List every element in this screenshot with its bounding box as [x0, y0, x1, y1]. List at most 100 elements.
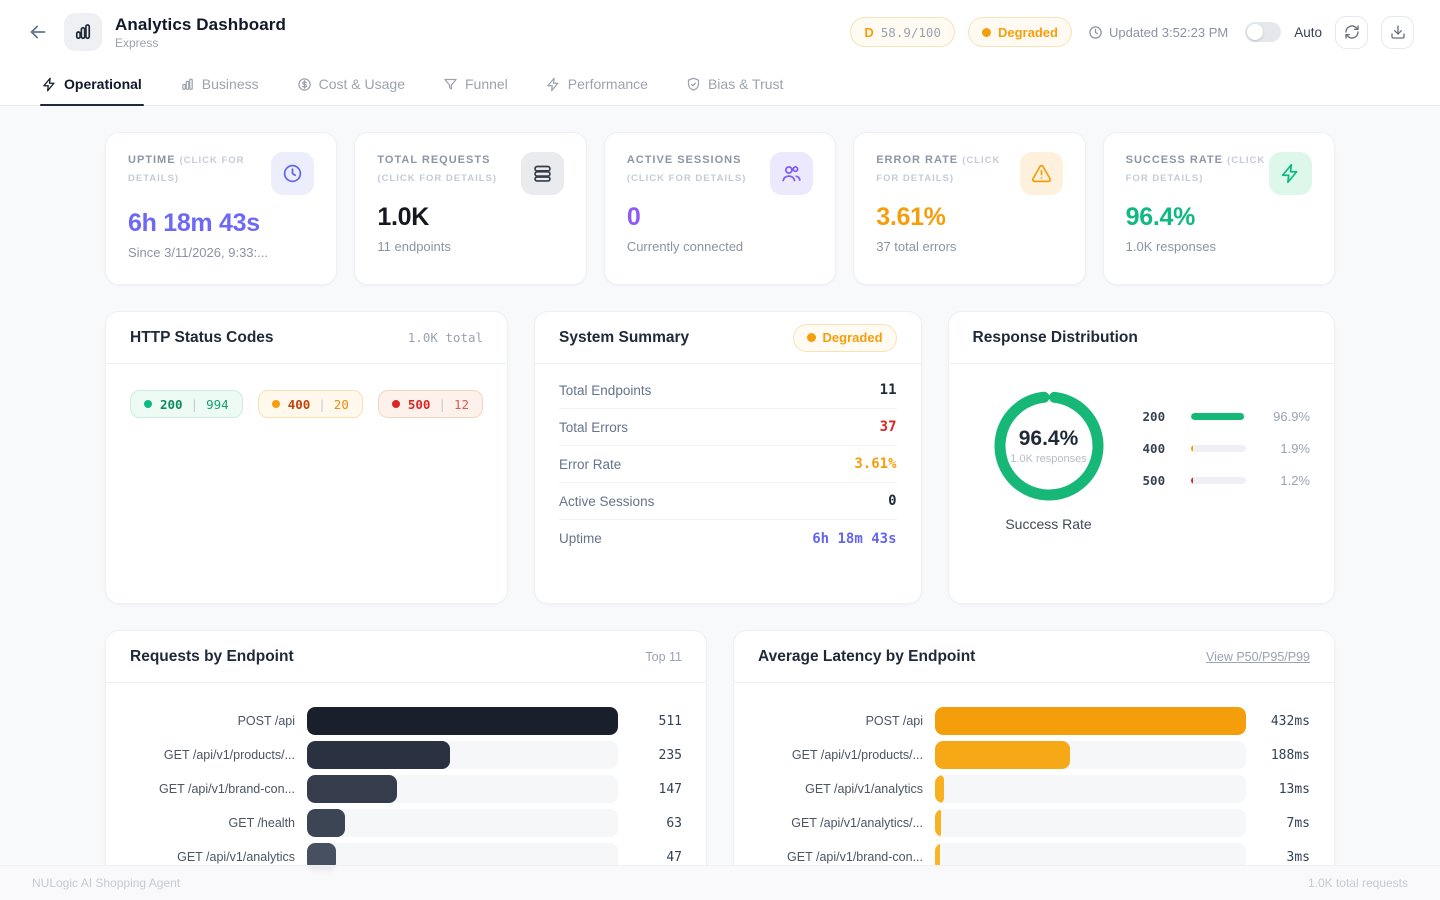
- tab-bar: Operational Business Cost & Usage Funnel…: [0, 64, 1440, 106]
- summary-row: Total Endpoints 11: [559, 372, 897, 409]
- bar-row: GET /api/v1/products/... 188ms: [758, 741, 1310, 769]
- bar-chart-icon: [73, 22, 93, 42]
- request-bar[interactable]: [307, 741, 451, 769]
- zap-icon: [546, 77, 561, 92]
- bar-row: POST /api 511: [130, 707, 682, 735]
- kpi-sub: 11 endpoints: [377, 239, 451, 254]
- auto-refresh-toggle[interactable]: [1245, 22, 1282, 42]
- system-summary-card: System Summary Degraded Total Endpoints …: [534, 311, 922, 604]
- view-percentiles-link[interactable]: View P50/P95/P99: [1205, 649, 1310, 664]
- donut-percentage: 96.4%: [1018, 427, 1079, 450]
- bar-row: GET /api/v1/products/... 235: [130, 741, 682, 769]
- kpi-value: 96.4%: [1125, 203, 1196, 231]
- kpi-row: UPTIME (CLICK FOR DETAILS) 6h 18m 43s Si…: [105, 132, 1336, 285]
- bar-row: GET /api/v1/analytics/... 7ms: [758, 809, 1310, 837]
- kpi-card-error-rate[interactable]: ERROR RATE (CLICK FOR DETAILS) 3.61% 37 …: [853, 132, 1086, 285]
- kpi-label: SUCCESS RATE (CLICK FOR DETAILS): [1125, 154, 1266, 184]
- bar-row: GET /api/v1/brand-con... 147: [130, 775, 682, 803]
- latency-bar[interactable]: [935, 775, 945, 803]
- tab-bias-trust[interactable]: Bias & Trust: [684, 76, 785, 105]
- kpi-label: ACTIVE SESSIONS (CLICK FOR DETAILS): [626, 154, 747, 184]
- download-button[interactable]: [1381, 15, 1414, 49]
- status-dot-icon: [806, 333, 816, 342]
- bar-row: POST /api 432ms: [758, 707, 1310, 735]
- server-icon: [532, 163, 553, 184]
- users-icon: [781, 163, 802, 184]
- degraded-badge: Degraded: [792, 323, 897, 352]
- kpi-value: 6h 18m 43s: [128, 209, 260, 237]
- kpi-sub: 1.0K responses: [1125, 239, 1216, 254]
- donut-caption: Success Rate: [1005, 516, 1092, 532]
- tab-funnel[interactable]: Funnel: [441, 76, 510, 105]
- request-bar[interactable]: [307, 707, 618, 735]
- card-title: Response Distribution: [972, 328, 1138, 346]
- refresh-button[interactable]: [1335, 15, 1368, 49]
- latency-bar[interactable]: [935, 707, 1246, 735]
- requests-by-endpoint-card: Requests by Endpoint Top 11 POST /api 51…: [105, 630, 707, 900]
- success-rate-donut[interactable]: 96.4% 1.0K responses: [993, 390, 1105, 502]
- kpi-value: 3.61%: [876, 203, 946, 231]
- kpi-sub: 37 total errors: [876, 239, 957, 254]
- arrow-left-icon: [27, 21, 49, 43]
- tab-business[interactable]: Business: [178, 76, 261, 105]
- back-button[interactable]: [24, 18, 52, 46]
- status-label: Degraded: [998, 24, 1058, 40]
- zap-icon: [42, 77, 57, 92]
- page-title: Analytics Dashboard: [115, 14, 287, 34]
- footer: NULogic AI Shopping Agent 1.0K total req…: [0, 865, 1440, 900]
- bar-chart-icon: [180, 77, 195, 92]
- status-codes-total: 1.0K total: [407, 330, 484, 345]
- kpi-sub: Currently connected: [626, 239, 744, 254]
- zap-icon: [1280, 163, 1301, 184]
- summary-row: Total Errors 37: [559, 409, 897, 446]
- kpi-card-total-requests[interactable]: TOTAL REQUESTS (CLICK FOR DETAILS) 1.0K …: [354, 132, 587, 285]
- latency-bar[interactable]: [935, 843, 940, 871]
- tab-performance[interactable]: Performance: [544, 76, 650, 105]
- tab-operational[interactable]: Operational: [40, 76, 144, 106]
- kpi-label: UPTIME (CLICK FOR DETAILS): [128, 154, 245, 184]
- refresh-icon: [1344, 24, 1360, 40]
- clock-icon: [1088, 25, 1103, 40]
- legend-row-200: 200 96.9%: [1142, 408, 1310, 424]
- status-dot-icon: [271, 400, 280, 408]
- clock-icon: [282, 163, 303, 184]
- auto-label: Auto: [1294, 24, 1322, 40]
- tab-cost-usage[interactable]: Cost & Usage: [295, 76, 407, 105]
- status-chip-200[interactable]: 200 | 994: [130, 390, 243, 418]
- bar-row: GET /health 63: [130, 809, 682, 837]
- page-subtitle: Express: [115, 35, 159, 50]
- kpi-label: ERROR RATE (CLICK FOR DETAILS): [876, 154, 1001, 184]
- app-header: Analytics Dashboard Express D 58.9/100 D…: [0, 0, 1440, 64]
- status-dot-icon: [982, 27, 991, 37]
- kpi-label: TOTAL REQUESTS (CLICK FOR DETAILS): [377, 154, 498, 184]
- status-chip-500[interactable]: 500 | 12: [377, 390, 484, 418]
- footer-left-text: NULogic AI Shopping Agent: [32, 876, 181, 890]
- kpi-card-active-sessions[interactable]: ACTIVE SESSIONS (CLICK FOR DETAILS) 0 Cu…: [603, 132, 837, 285]
- latency-bar[interactable]: [935, 741, 1071, 769]
- latency-by-endpoint-card: Average Latency by Endpoint View P50/P95…: [733, 630, 1335, 900]
- summary-row: Active Sessions 0: [559, 483, 897, 520]
- status-badge[interactable]: Degraded: [968, 17, 1072, 47]
- kpi-card-uptime[interactable]: UPTIME (CLICK FOR DETAILS) 6h 18m 43s Si…: [105, 132, 338, 285]
- kpi-card-success-rate[interactable]: SUCCESS RATE (CLICK FOR DETAILS) 96.4% 1…: [1102, 132, 1336, 285]
- http-status-codes-card: HTTP Status Codes 1.0K total 200 | 994 4…: [105, 311, 509, 604]
- card-title: System Summary: [559, 328, 690, 346]
- score-badge[interactable]: D 58.9/100: [850, 17, 955, 47]
- alert-triangle-icon: [1031, 163, 1052, 184]
- kpi-value: 1.0K: [377, 203, 430, 231]
- score-value: 58.9/100: [880, 24, 941, 40]
- bar-row: GET /api/v1/analytics 13ms: [758, 775, 1310, 803]
- latency-bar[interactable]: [935, 809, 941, 837]
- score-grade: D: [864, 24, 874, 40]
- request-bar[interactable]: [307, 775, 397, 803]
- status-dot-icon: [391, 400, 400, 408]
- summary-row: Uptime 6h 18m 43s: [559, 530, 897, 547]
- summary-row: Error Rate 3.61%: [559, 446, 897, 483]
- status-chip-400[interactable]: 400 | 20: [257, 390, 363, 418]
- card-title: Average Latency by Endpoint: [758, 647, 976, 665]
- updated-timestamp: Updated 3:52:23 PM: [1088, 25, 1228, 40]
- app-logo: [64, 13, 102, 51]
- request-bar[interactable]: [307, 809, 346, 837]
- legend-row-400: 400 1.9%: [1142, 440, 1310, 456]
- legend-row-500: 500 1.2%: [1142, 472, 1310, 488]
